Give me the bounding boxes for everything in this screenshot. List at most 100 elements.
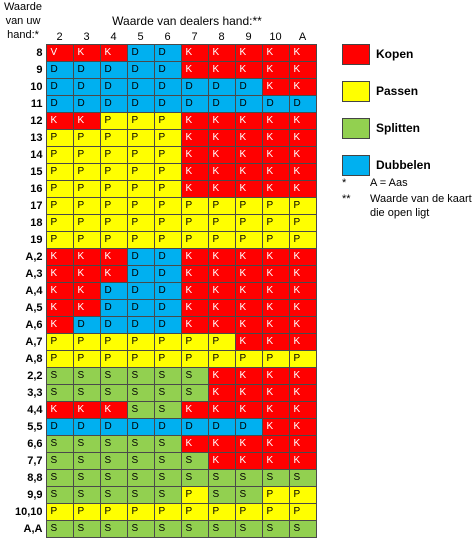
action-cell: K (288, 435, 317, 453)
action-cell: K (180, 299, 209, 317)
action-cell: D (126, 95, 155, 113)
action-cell: K (234, 265, 263, 283)
row-label: 18 (30, 217, 43, 229)
row-label: 2,2 (27, 370, 43, 382)
action-cell: P (126, 180, 155, 198)
legend-swatch (342, 155, 370, 176)
action-cell: S (153, 435, 182, 453)
table-row: 2,2 S S S S S S K K K K (0, 367, 317, 385)
action-cell: P (72, 214, 101, 232)
action-cell: S (126, 452, 155, 470)
action-cell: D (180, 418, 209, 436)
action-cell: K (234, 129, 263, 147)
footnotes: * A = Aas ** Waarde van de kaart die ope… (340, 176, 474, 222)
action-cell: K (207, 265, 236, 283)
action-cell: P (153, 197, 182, 215)
action-cell: K (72, 299, 101, 317)
row-label: 10,10 (14, 506, 43, 518)
action-cell: K (234, 180, 263, 198)
action-cell: P (180, 503, 209, 521)
action-cell: D (72, 316, 101, 334)
action-cell: P (126, 503, 155, 521)
action-cell: S (207, 520, 236, 538)
row-label: A,3 (25, 268, 43, 280)
action-cell: K (207, 282, 236, 300)
action-cell: S (261, 469, 290, 487)
column-header: 3 (83, 31, 90, 43)
row-label: 7,7 (27, 455, 43, 467)
action-cell: P (72, 146, 101, 164)
action-cell: K (207, 452, 236, 470)
footnote-dealer-card: ** Waarde van de kaart die open ligt (340, 192, 474, 220)
action-cell: D (99, 316, 128, 334)
action-cell: K (261, 333, 290, 351)
action-cell: K (45, 316, 74, 334)
action-cell: P (153, 146, 182, 164)
action-cell: K (288, 367, 317, 385)
action-cell: K (207, 384, 236, 402)
action-cell: D (261, 95, 290, 113)
action-cell: P (153, 214, 182, 232)
column-header-row: 2 3 4 5 6 7 8 9 10 A (0, 30, 316, 45)
action-cell: S (72, 520, 101, 538)
action-cell: K (288, 265, 317, 283)
legend-label: Dubbelen (376, 158, 431, 172)
row-label: 3,3 (27, 387, 43, 399)
legend: Kopen Passen Splitten Dubbelen (340, 40, 474, 188)
row-label: 9 (36, 64, 43, 76)
table-row: 12 K K P P P K K K K K (0, 112, 317, 130)
action-cell: P (72, 231, 101, 249)
action-cell: D (72, 78, 101, 96)
action-cell: P (153, 180, 182, 198)
table-row: 11 D D D D D D D D D D (0, 95, 317, 113)
action-cell: K (261, 282, 290, 300)
action-cell: K (72, 112, 101, 130)
table-row: 19 P P P P P P P P P P (0, 231, 317, 249)
action-cell: S (126, 384, 155, 402)
action-cell: D (153, 78, 182, 96)
table-body: 8 V K K D D K K K K K 9 D D D D D K K K K K 10 D D D D D D D D K K 11 D D D D… (0, 44, 317, 538)
action-cell: P (99, 163, 128, 181)
row-label: 10 (30, 81, 43, 93)
row-label: 15 (30, 166, 43, 178)
table-row: A,8 P P P P P P P P P P (0, 350, 317, 368)
action-cell: S (45, 486, 74, 504)
action-cell: S (180, 384, 209, 402)
action-cell: K (234, 112, 263, 130)
table-row: 10 D D D D D D D D K K (0, 78, 317, 96)
action-cell: D (234, 78, 263, 96)
action-cell: D (126, 265, 155, 283)
action-cell: P (180, 214, 209, 232)
action-cell: D (153, 299, 182, 317)
action-cell: K (180, 146, 209, 164)
action-cell: D (99, 299, 128, 317)
action-cell: K (288, 44, 317, 62)
action-cell: D (126, 299, 155, 317)
row-label: A,6 (25, 319, 43, 331)
action-cell: S (234, 469, 263, 487)
action-cell: S (72, 452, 101, 470)
action-cell: P (234, 350, 263, 368)
action-cell: S (99, 486, 128, 504)
action-cell: P (126, 333, 155, 351)
action-cell: P (261, 214, 290, 232)
action-cell: D (153, 418, 182, 436)
table-row: 7,7 S S S S S S K K K K (0, 452, 317, 470)
action-cell: D (126, 78, 155, 96)
action-cell: P (288, 486, 317, 504)
action-cell: P (261, 350, 290, 368)
action-cell: P (234, 503, 263, 521)
action-cell: S (99, 520, 128, 538)
action-cell: K (72, 265, 101, 283)
action-cell: P (207, 214, 236, 232)
legend-label: Passen (376, 84, 419, 98)
action-cell: S (99, 384, 128, 402)
action-cell: P (153, 163, 182, 181)
action-cell: K (72, 248, 101, 266)
action-cell: K (234, 452, 263, 470)
action-cell: S (45, 367, 74, 385)
action-cell: K (261, 61, 290, 79)
action-cell: K (72, 401, 101, 419)
action-cell: S (45, 469, 74, 487)
